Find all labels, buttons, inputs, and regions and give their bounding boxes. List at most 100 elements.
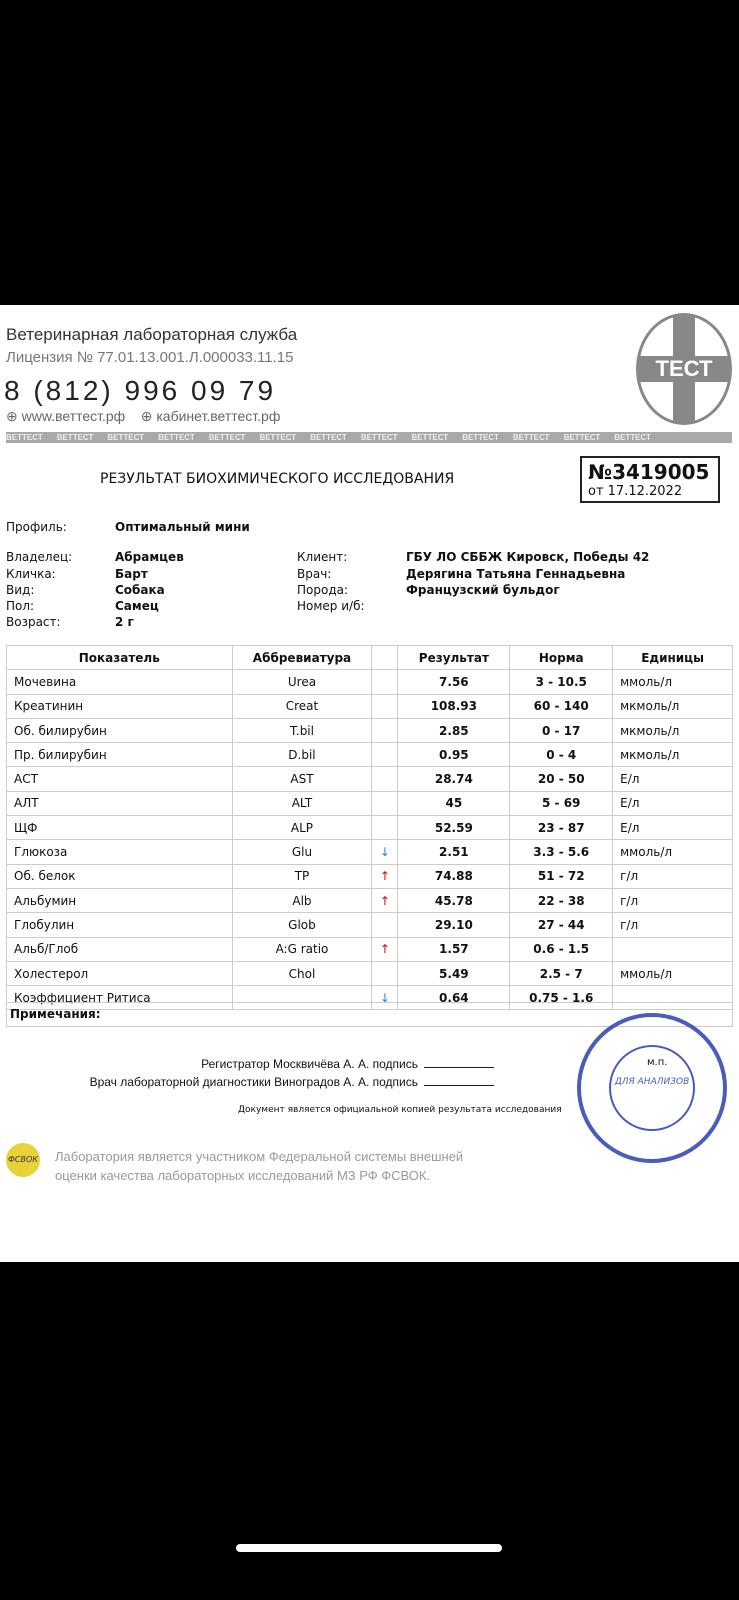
test-name: ЩФ <box>6 815 233 841</box>
norm: 22 - 38 <box>509 887 614 914</box>
phone: 8 (812) 996 09 79 <box>4 375 277 406</box>
flag <box>371 766 399 792</box>
units: ммоль/л <box>612 960 733 987</box>
abbreviation: ALP <box>231 815 373 841</box>
license: Лицензия № 77.01.13.001.Л.000033.11.15 <box>6 349 294 366</box>
stripe-word: ВЕТТЕСТ <box>107 433 145 442</box>
table-row: Альбумин Alb ↑ 45.78 22 - 38 г/л <box>6 887 733 914</box>
arrow-up-icon: ↑ <box>371 887 399 914</box>
column-header: Показатель <box>6 644 233 671</box>
column-header: Единицы <box>612 644 733 671</box>
globe-icon: ⊕ <box>140 408 157 424</box>
flag <box>371 790 399 817</box>
column-header: Результат <box>397 644 511 671</box>
notes-section: Примечания: <box>6 1002 733 1027</box>
abbreviation: D.bil <box>231 742 373 768</box>
abbreviation <box>231 985 373 1011</box>
table-row: Мочевина Urea 7.56 3 - 10.5 ммоль/л <box>6 669 733 695</box>
table-row: Пр. билирубин D.bil 0.95 0 - 4 мкмоль/л <box>6 742 733 768</box>
species-label: Вид: <box>6 583 35 597</box>
pet-name-label: Кличка: <box>6 567 56 581</box>
units: ммоль/л <box>612 669 733 695</box>
test-name: Альб/Глоб <box>6 936 233 962</box>
result: 45.78 <box>397 887 511 914</box>
abbreviation: AST <box>231 766 373 792</box>
test-name: Об. белок <box>6 863 233 889</box>
stamp-center: ДЛЯ АНАЛИЗОВ <box>609 1045 695 1131</box>
report-number: №3419005 <box>588 460 710 484</box>
table-row: Об. билирубин T.bil 2.85 0 - 17 мкмоль/л <box>6 717 733 744</box>
result: 28.74 <box>397 766 511 792</box>
arrow-down-icon: ↓ <box>371 839 399 865</box>
table-row: Холестерол Chol 5.49 2.5 - 7 ммоль/л <box>6 960 733 987</box>
profile-value: Оптимальный мини <box>115 520 250 534</box>
table-row: Глобулин Glob 29.10 27 - 44 г/л <box>6 912 733 938</box>
result: 74.88 <box>397 863 511 889</box>
flag <box>371 693 399 719</box>
stripe-word: ВЕТТЕСТ <box>259 433 297 442</box>
result: 0.64 <box>397 985 511 1011</box>
flag <box>371 960 399 987</box>
test-name: Холестерол <box>6 960 233 987</box>
norm: 51 - 72 <box>509 863 614 889</box>
abbreviation: T.bil <box>231 717 373 744</box>
test-name: Глобулин <box>6 912 233 938</box>
table-row: Креатинин Creat 108.93 60 - 140 мкмоль/л <box>6 693 733 719</box>
units: ммоль/л <box>612 839 733 865</box>
column-header: Аббревиатура <box>231 644 373 671</box>
fsvok-line2: оценки качества лабораторных исследовани… <box>55 1168 431 1183</box>
result: 2.51 <box>397 839 511 865</box>
norm: 60 - 140 <box>509 693 614 719</box>
test-name: Глюкоза <box>6 839 233 865</box>
home-indicator[interactable] <box>236 1544 502 1552</box>
abbreviation: Glob <box>231 912 373 938</box>
flag <box>371 717 399 744</box>
result: 2.85 <box>397 717 511 744</box>
result: 5.49 <box>397 960 511 987</box>
result: 29.10 <box>397 912 511 938</box>
abbreviation: TP <box>231 863 373 889</box>
test-name: Альбумин <box>6 887 233 914</box>
units: мкмоль/л <box>612 742 733 768</box>
arrow-up-icon: ↑ <box>371 936 399 962</box>
report-number-box: №3419005 от 17.12.2022 <box>580 456 720 503</box>
vettest-logo: ТЕСТ <box>636 313 732 425</box>
stamp: ДЛЯ АНАЛИЗОВ <box>577 1013 727 1163</box>
norm: 27 - 44 <box>509 912 614 938</box>
units: Е/л <box>612 766 733 792</box>
site-link[interactable]: www.веттест.рф <box>21 408 126 424</box>
result: 45 <box>397 790 511 817</box>
units: Е/л <box>612 790 733 817</box>
stripe-word: ВЕТТЕСТ <box>158 433 195 442</box>
client-value: ГБУ ЛО СББЖ Кировск, Победы 42 <box>406 550 650 564</box>
norm: 0.6 - 1.5 <box>509 936 614 962</box>
norm: 23 - 87 <box>509 815 614 841</box>
abbreviation: Glu <box>231 839 373 865</box>
test-name: Об. билирубин <box>6 717 233 744</box>
doctor-signature: Врач лабораторной диагностики Виноградов… <box>90 1075 494 1089</box>
abbreviation: ALT <box>231 790 373 817</box>
test-name: АСТ <box>6 766 233 792</box>
doctor-sign-text: Врач лабораторной диагностики Виноградов… <box>89 1075 418 1089</box>
test-name: Мочевина <box>6 669 233 695</box>
stripe-word: ВЕТТЕСТ <box>360 433 398 442</box>
fsvok-logo: ФСВОК <box>6 1143 40 1177</box>
stripe-word: ВЕТТЕСТ <box>208 433 246 442</box>
units: мкмоль/л <box>612 693 733 719</box>
owner-label: Владелец: <box>6 550 73 564</box>
table-row: ЩФ ALP 52.59 23 - 87 Е/л <box>6 815 733 841</box>
flag <box>371 815 399 841</box>
cabinet-link[interactable]: кабинет.веттест.рф <box>156 408 281 424</box>
stripe-word: ВЕТТЕСТ <box>411 433 449 442</box>
species-value: Собака <box>115 583 165 597</box>
stripe-word: ВЕТТЕСТ <box>512 433 550 442</box>
arrow-up-icon: ↑ <box>371 863 399 889</box>
breed-value: Французский бульдог <box>406 583 560 597</box>
units: Е/л <box>612 815 733 841</box>
age-value: 2 г <box>115 615 134 629</box>
org-name: Ветеринарная лабораторная служба <box>6 325 298 344</box>
abbreviation: Urea <box>231 669 373 695</box>
results-table: Показатель Аббревиатура Результат Норма Един… <box>6 644 733 1011</box>
test-name: Креатинин <box>6 693 233 719</box>
table-row: АЛТ ALT 45 5 - 69 Е/л <box>6 790 733 817</box>
